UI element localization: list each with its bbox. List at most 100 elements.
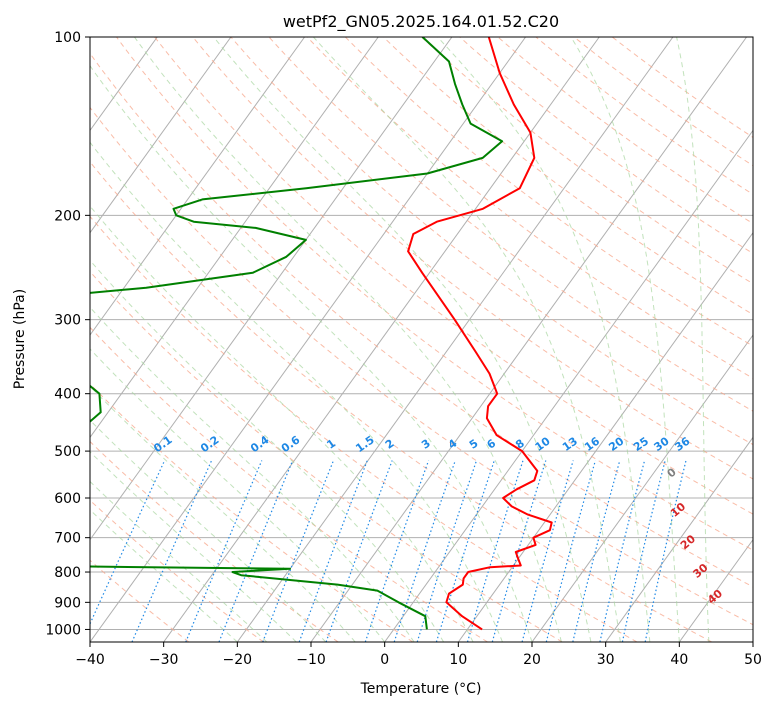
dry-adiabat-line: [421, 37, 753, 285]
x-tick-label: 10: [449, 652, 467, 668]
y-tick-label: 1000: [45, 622, 81, 638]
isotherm-line: [90, 37, 232, 234]
mixing-ratio-label: 1.5: [353, 433, 376, 455]
mixing-ratio-line: [185, 460, 263, 642]
isotherm-line: [90, 37, 527, 642]
moist-adiabat-line: [90, 348, 386, 642]
y-tick-label: 700: [54, 531, 81, 547]
dry-adiabat-line: [611, 37, 753, 139]
x-tick-label: −40: [75, 652, 105, 668]
moist-adiabat-label: 30: [690, 561, 710, 581]
dry-adiabat-line: [154, 37, 753, 515]
isotherm-line: [90, 37, 306, 336]
x-tick-label: 0: [380, 652, 389, 668]
mixing-ratio-label: 3: [419, 437, 433, 452]
dewpoint-profile-line: [90, 37, 504, 630]
moist-adiabat-line: [313, 37, 621, 642]
mixing-ratio-line: [90, 460, 166, 626]
dry-adiabat-line: [90, 106, 753, 626]
isotherm-line: [0, 37, 10, 642]
moist-adiabat-line: [90, 480, 268, 642]
moist-adiabat-label: 40: [705, 587, 725, 607]
mixing-ratio-line: [218, 460, 294, 642]
mixing-ratio-line: [621, 460, 666, 642]
moist-adiabat-line: [90, 306, 415, 642]
mixing-ratio-line: [644, 460, 687, 642]
mixing-ratio-line: [131, 460, 213, 642]
y-axis-label: Pressure (hPa): [12, 289, 28, 389]
mixing-ratio-label: 8: [513, 437, 527, 452]
x-tick-label: 30: [597, 652, 615, 668]
moist-adiabat-line: [90, 259, 445, 642]
dry-adiabat-line: [90, 215, 638, 642]
y-axis-ticks: 100 200 300 400 500 600 700 800 900 1000: [45, 30, 90, 638]
isotherm-line: [90, 37, 379, 439]
dry-adiabat-line: [344, 37, 753, 347]
dry-adiabat-line: [459, 37, 753, 254]
dry-adiabats: [90, 37, 753, 642]
isotherm-line: [531, 334, 753, 642]
mixing-ratio-label: 1: [324, 437, 338, 452]
temperature-profile-line: [407, 37, 553, 631]
x-tick-label: 20: [523, 652, 541, 668]
moist-adiabat-label: 20: [678, 532, 698, 552]
dry-adiabat-line: [192, 37, 753, 480]
isotherm-line: [236, 37, 674, 642]
isotherm-line: [678, 538, 753, 642]
mixing-ratio-lines: [90, 460, 687, 642]
dry-adiabat-line: [90, 440, 339, 642]
dry-adiabat-line: [90, 161, 712, 642]
mixing-ratio-label: 5: [467, 437, 481, 452]
x-axis-label: Temperature (°C): [360, 681, 482, 697]
chart-title: wetPf2_GN05.2025.164.01.52.C20: [283, 12, 559, 32]
mixing-ratio-line: [416, 460, 478, 642]
isotherm-grid: [0, 37, 753, 642]
dry-adiabat-line: [90, 52, 753, 588]
moist-adiabat-line: [90, 509, 238, 642]
dry-adiabat-line: [90, 326, 488, 642]
mixing-ratio-line: [325, 460, 393, 642]
dry-adiabat-line: [90, 383, 414, 642]
dry-adiabat-line: [497, 37, 753, 225]
dry-adiabat-line: [90, 270, 563, 642]
mixing-ratio-label: 2: [383, 437, 397, 452]
isotherm-line: [163, 37, 600, 642]
y-tick-label: 600: [54, 491, 81, 507]
moist-adiabat-line: [90, 141, 503, 642]
isobar-grid: [90, 37, 753, 630]
dry-adiabat-line: [268, 37, 753, 412]
isotherm-line: [457, 231, 753, 642]
moist-adiabats: [90, 37, 710, 642]
x-tick-label: −20: [223, 652, 253, 668]
sounding-series: [90, 37, 553, 631]
dry-adiabat-line: [90, 499, 264, 642]
mixing-ratio-line: [599, 460, 646, 642]
mixing-ratio-line: [545, 460, 596, 642]
x-tick-label: −30: [149, 652, 179, 668]
y-tick-label: 100: [54, 30, 81, 46]
isotherm-line: [605, 436, 753, 642]
x-tick-label: 40: [670, 652, 688, 668]
isotherm-line: [384, 129, 753, 642]
moist-adiabat-line: [437, 37, 651, 642]
moist-adiabat-line: [90, 385, 356, 642]
moist-adiabat-line: [570, 37, 680, 642]
mixing-ratio-label: 0.1: [151, 433, 174, 455]
moist-adiabat-line: [90, 64, 533, 642]
y-tick-label: 400: [54, 387, 81, 403]
y-tick-label: 800: [54, 565, 81, 581]
y-tick-label: 200: [54, 208, 81, 224]
mixing-ratio-line: [298, 460, 368, 642]
moist-adiabat-label: 0: [665, 465, 679, 480]
moist-adiabat-line: [676, 37, 710, 642]
moist-adiabat-line: [90, 205, 474, 642]
mixing-ratio-line: [364, 460, 430, 642]
plot-frame: [89, 36, 754, 643]
mixing-ratio-label: 0.2: [198, 433, 221, 455]
y-tick-label: 900: [54, 595, 81, 611]
moist-adiabat-line: [90, 419, 327, 642]
dry-adiabat-line: [306, 37, 753, 379]
dry-adiabat-line: [383, 37, 753, 316]
x-tick-label: 50: [744, 652, 762, 668]
